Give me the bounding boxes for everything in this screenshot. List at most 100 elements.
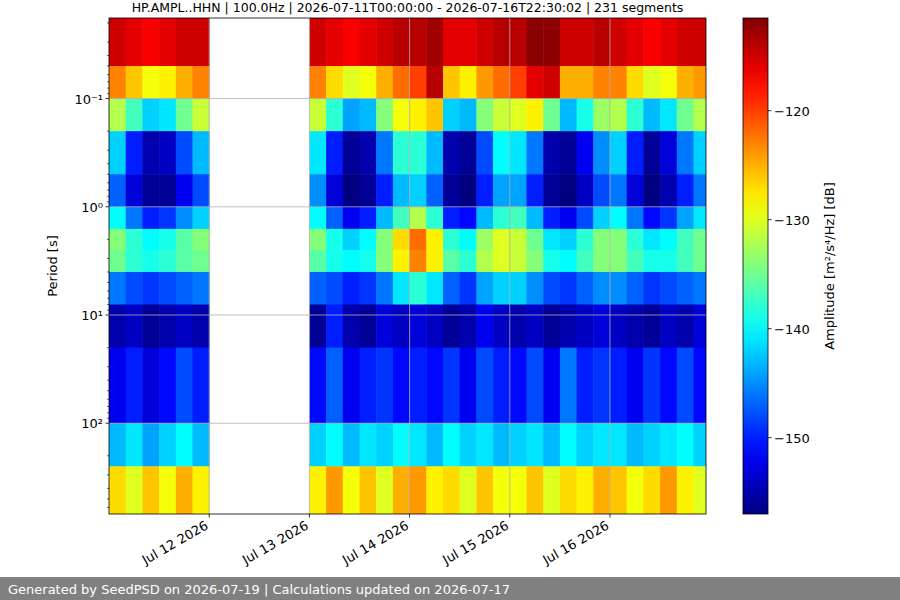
cell (159, 250, 176, 273)
cell (677, 348, 694, 424)
cell (476, 131, 493, 175)
cell (627, 207, 644, 230)
cell (660, 250, 677, 273)
cell (142, 207, 159, 230)
cell (526, 423, 543, 467)
footer-bar (0, 577, 900, 600)
y-minor-tick (107, 412, 109, 413)
cell (610, 250, 627, 273)
cell (476, 305, 493, 349)
x-tick-label: Jul 16 2026 (539, 518, 611, 568)
cell (526, 466, 543, 514)
cell (159, 423, 176, 467)
cell (610, 348, 627, 424)
cell (359, 466, 376, 514)
y-minor-tick (107, 55, 109, 56)
cell (343, 131, 360, 175)
cell (460, 207, 477, 230)
cell (677, 207, 694, 230)
cell (410, 99, 427, 132)
cell (476, 466, 493, 514)
cell (593, 174, 610, 207)
cell (176, 207, 193, 230)
cell (359, 348, 376, 424)
cell (593, 99, 610, 132)
y-minor-tick (107, 488, 109, 489)
cell (610, 18, 627, 67)
cell (443, 348, 460, 424)
cell (126, 66, 143, 99)
cell (343, 174, 360, 207)
cell (543, 99, 560, 132)
cell (376, 99, 393, 132)
cell (660, 99, 677, 132)
cell (577, 272, 594, 305)
cell (343, 99, 360, 132)
cell (677, 250, 694, 273)
cell (142, 250, 159, 273)
cell (443, 131, 460, 175)
cell (109, 250, 126, 273)
cell (476, 99, 493, 132)
cell (142, 66, 159, 99)
colorbar-tick-label: −120 (774, 104, 810, 119)
y-tick (106, 315, 110, 316)
cell (309, 174, 326, 207)
cell (142, 174, 159, 207)
cell (460, 348, 477, 424)
title: HP.AMPL..HHN | 100.0Hz | 2026-07-11T00:0… (132, 0, 684, 15)
cell (393, 66, 410, 99)
cell (627, 66, 644, 99)
cell (493, 66, 510, 99)
cell (526, 174, 543, 207)
y-tick-label: 10⁰ (81, 200, 103, 215)
cell (593, 66, 610, 99)
cell (460, 131, 477, 175)
cell (359, 305, 376, 349)
cell (693, 99, 706, 132)
cell (577, 348, 594, 424)
cell (460, 174, 477, 207)
cell (343, 423, 360, 467)
cell (660, 229, 677, 250)
grid-line (109, 315, 706, 316)
y-minor-tick (107, 201, 109, 202)
grid (109, 18, 706, 514)
cell (176, 18, 193, 67)
cell (326, 348, 343, 424)
cell (443, 229, 460, 250)
cell (677, 229, 694, 250)
cell (677, 131, 694, 175)
y-minor-tick (107, 298, 109, 299)
cell (443, 272, 460, 305)
cell (126, 207, 143, 230)
cell (393, 250, 410, 273)
grid-line (109, 206, 706, 207)
cell (126, 423, 143, 467)
y-minor-tick (107, 474, 109, 475)
cell (560, 466, 577, 514)
cell (192, 348, 209, 424)
cell (526, 99, 543, 132)
y-tick (106, 98, 110, 99)
cell (643, 423, 660, 467)
cell (660, 207, 677, 230)
grid-line (609, 18, 610, 514)
y-minor-tick (107, 66, 109, 67)
cell (677, 272, 694, 305)
cell (493, 99, 510, 132)
footer-text: Generated by SeedPSD on 2026-07-19 | Cal… (8, 582, 510, 597)
plot-background (109, 18, 706, 514)
plot-frame (109, 18, 706, 514)
cell (526, 229, 543, 250)
cell (159, 66, 176, 99)
cell (126, 466, 143, 514)
cell (326, 66, 343, 99)
cell (159, 348, 176, 424)
cell (593, 18, 610, 67)
cell (126, 272, 143, 305)
cell (560, 131, 577, 175)
cell (560, 18, 577, 67)
cell (643, 229, 660, 250)
cell (443, 207, 460, 230)
